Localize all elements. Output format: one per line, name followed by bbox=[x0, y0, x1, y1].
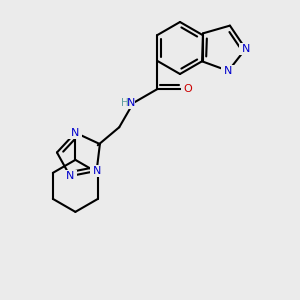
Text: N: N bbox=[127, 98, 135, 108]
FancyBboxPatch shape bbox=[115, 97, 135, 109]
FancyBboxPatch shape bbox=[90, 165, 104, 177]
Text: N: N bbox=[92, 166, 101, 176]
Text: H: H bbox=[122, 98, 129, 108]
FancyBboxPatch shape bbox=[68, 127, 83, 139]
Text: N: N bbox=[66, 171, 74, 181]
FancyBboxPatch shape bbox=[238, 43, 253, 55]
Text: N: N bbox=[71, 128, 80, 138]
FancyBboxPatch shape bbox=[221, 65, 236, 77]
Text: N: N bbox=[224, 66, 232, 76]
FancyBboxPatch shape bbox=[63, 170, 77, 182]
Text: N: N bbox=[242, 44, 250, 54]
FancyBboxPatch shape bbox=[181, 83, 193, 95]
Text: O: O bbox=[183, 84, 192, 94]
